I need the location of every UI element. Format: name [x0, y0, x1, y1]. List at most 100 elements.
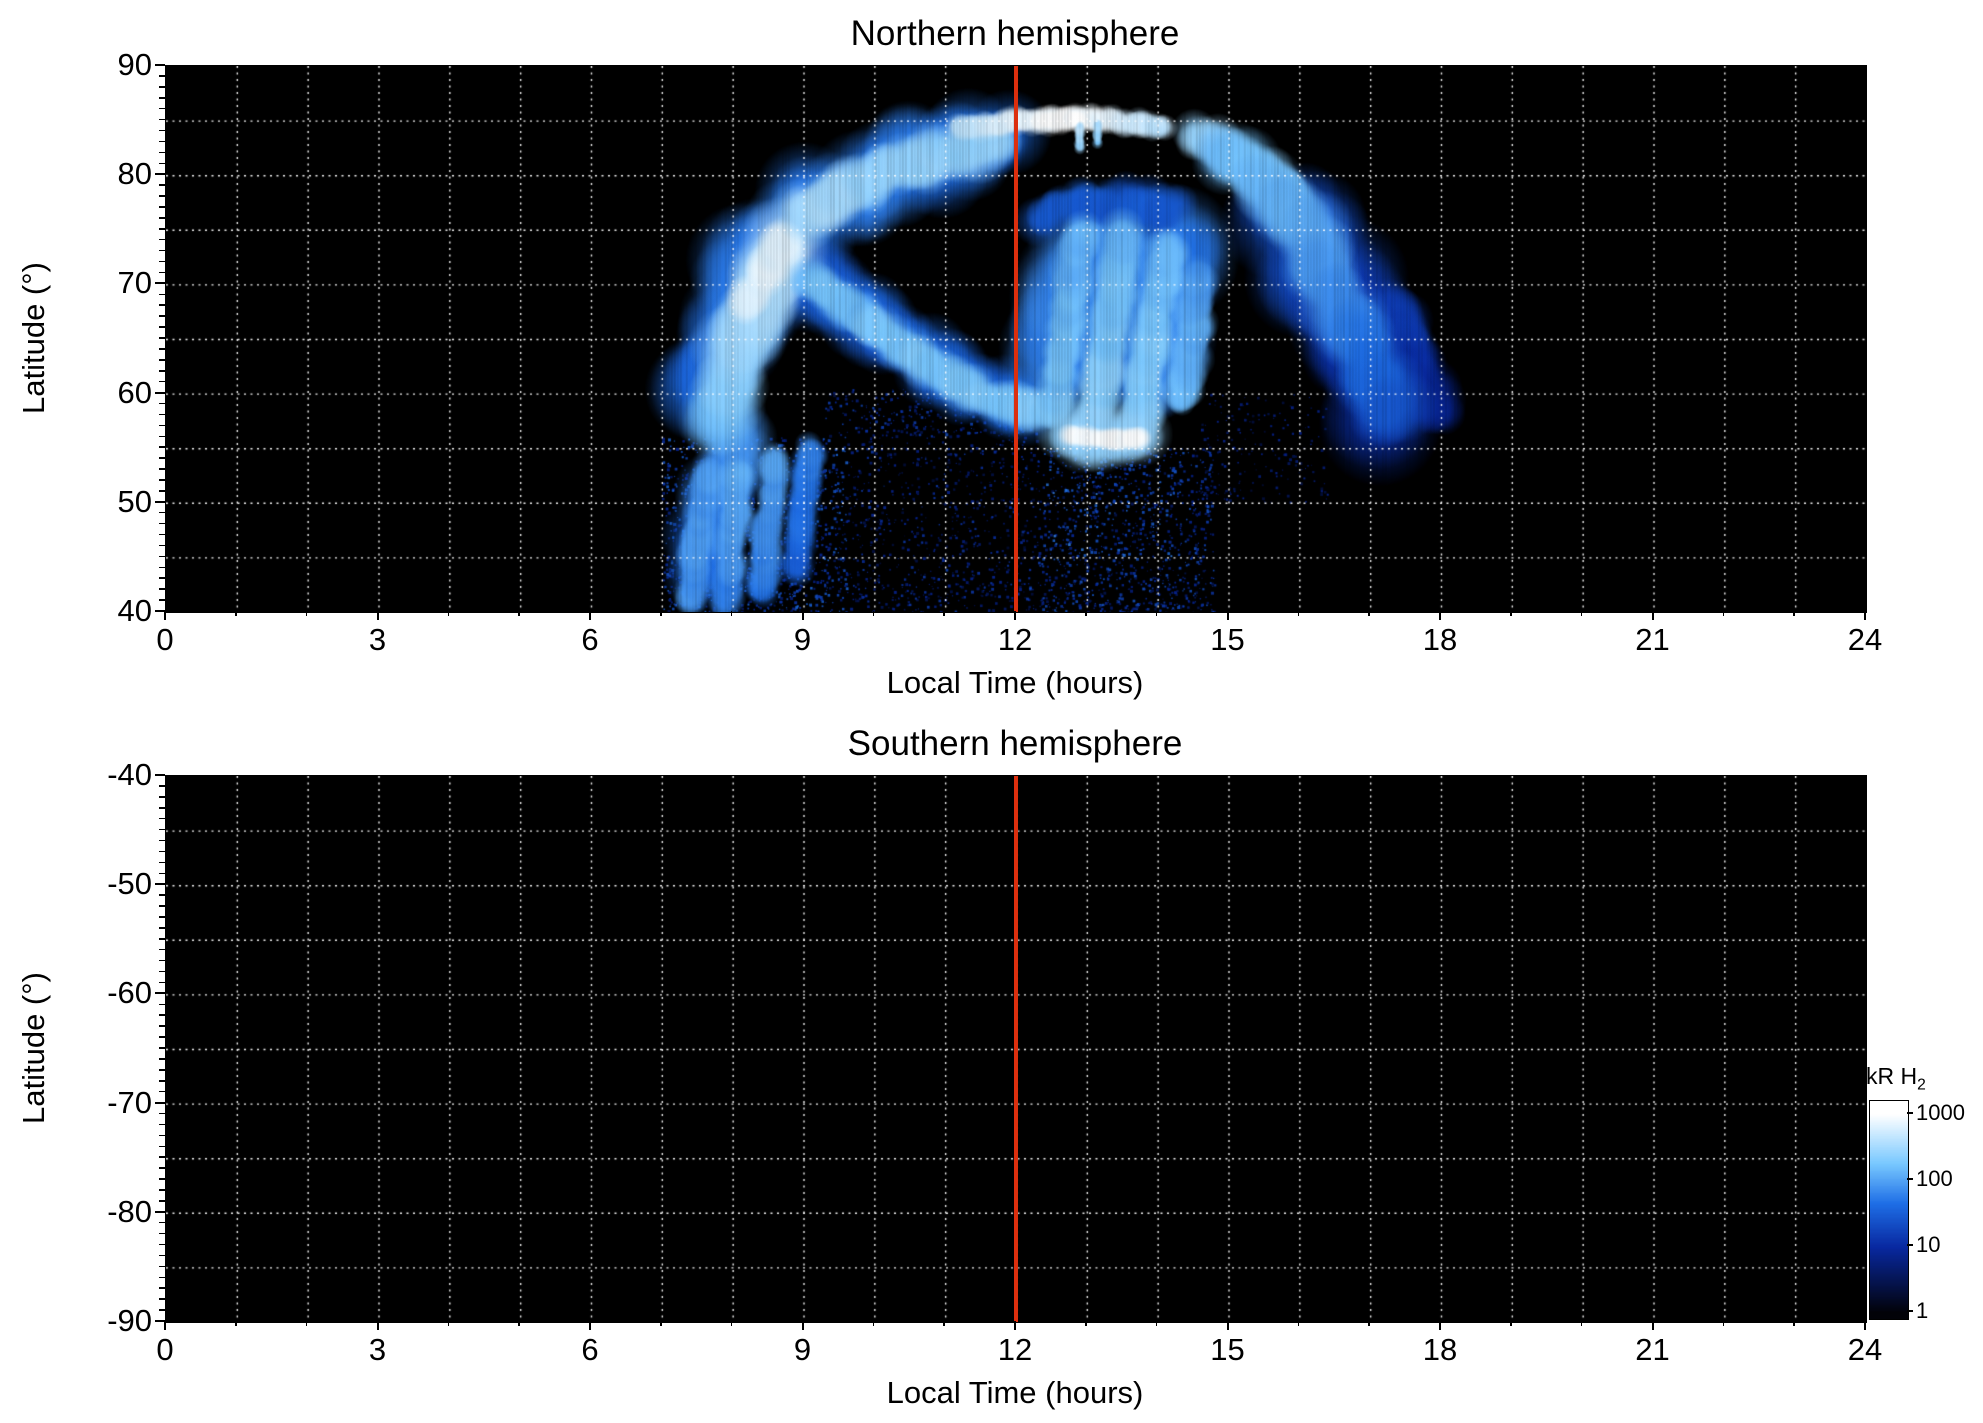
y-minor-tick-mark — [159, 457, 165, 459]
x-tick-label: 24 — [1847, 1332, 1883, 1367]
y-minor-tick-mark — [159, 533, 165, 536]
colorbar-label-main: kR H — [1866, 1063, 1918, 1089]
colorbar-label-sub: 2 — [1917, 1076, 1926, 1094]
x-minor-tick-mark — [305, 611, 308, 616]
x-tick-label: 3 — [368, 1332, 387, 1367]
x-tick-label: 21 — [1635, 622, 1670, 657]
y-minor-tick-mark — [159, 435, 165, 438]
x-minor-tick-mark — [660, 1321, 662, 1326]
y-minor-tick-mark — [159, 304, 165, 306]
y-tick-label: -70 — [107, 1084, 152, 1120]
x-tick-label: 3 — [368, 622, 387, 657]
x-tick-mark — [1014, 611, 1016, 620]
y-tick-mark — [155, 173, 165, 176]
x-tick-label: 0 — [156, 1332, 174, 1367]
y-minor-tick-mark — [159, 129, 165, 132]
y-minor-tick-mark — [159, 1025, 165, 1027]
y-minor-tick-mark — [159, 1243, 165, 1246]
x-tick-mark — [376, 611, 379, 620]
south-panel-title: Southern hemisphere — [847, 724, 1183, 763]
y-minor-tick-mark — [159, 861, 165, 864]
y-minor-tick-mark — [159, 796, 165, 798]
y-minor-tick-mark — [159, 293, 165, 296]
y-tick-label: 80 — [117, 156, 152, 192]
x-minor-tick-mark — [872, 1321, 875, 1326]
y-minor-tick-mark — [159, 118, 165, 121]
x-minor-tick-mark — [1368, 611, 1370, 616]
south-plot-area — [165, 775, 1867, 1323]
colorbar — [1869, 1100, 1909, 1320]
y-tick-mark — [155, 391, 165, 394]
y-minor-tick-mark — [159, 402, 165, 405]
x-minor-tick-mark — [1297, 611, 1300, 616]
x-minor-tick-mark — [235, 1321, 237, 1326]
y-minor-tick-mark — [159, 1200, 165, 1202]
y-minor-tick-mark — [159, 490, 165, 492]
y-tick-mark — [155, 64, 165, 66]
x-minor-tick-mark — [660, 611, 662, 616]
y-minor-tick-mark — [159, 195, 165, 197]
x-tick-label: 12 — [997, 1332, 1033, 1367]
y-minor-tick-mark — [159, 828, 165, 831]
y-minor-tick-mark — [159, 348, 165, 350]
y-minor-tick-mark — [159, 228, 165, 230]
y-minor-tick-mark — [159, 140, 165, 143]
y-minor-tick-mark — [159, 1232, 165, 1235]
x-tick-label: 6 — [581, 622, 599, 657]
y-minor-tick-mark — [159, 1112, 165, 1115]
y-minor-tick-mark — [159, 1254, 165, 1257]
x-minor-tick-mark — [1297, 1321, 1300, 1326]
y-minor-tick-mark — [159, 1276, 165, 1279]
x-tick-mark — [801, 1321, 804, 1330]
x-tick-label: 18 — [1422, 622, 1458, 657]
x-tick-label: 9 — [793, 1332, 812, 1367]
x-minor-tick-mark — [1580, 611, 1583, 616]
x-tick-mark — [1014, 1321, 1016, 1330]
y-minor-tick-mark — [159, 1090, 165, 1093]
colorbar-tick-mark — [1907, 1310, 1913, 1313]
x-minor-tick-mark — [1085, 611, 1087, 616]
y-minor-tick-mark — [159, 249, 165, 252]
y-tick-label: 40 — [117, 593, 152, 628]
y-minor-tick-mark — [159, 1047, 165, 1049]
x-minor-tick-mark — [447, 611, 450, 616]
y-minor-tick-mark — [159, 916, 165, 918]
y-minor-tick-mark — [159, 1123, 165, 1126]
x-tick-mark — [1651, 1321, 1654, 1330]
south-noon-marker-line — [1014, 776, 1018, 1322]
y-tick-mark — [155, 1210, 165, 1213]
x-tick-mark — [1439, 1321, 1441, 1330]
x-tick-mark — [1226, 1321, 1229, 1330]
y-minor-tick-mark — [159, 894, 165, 896]
x-minor-tick-mark — [447, 1321, 450, 1326]
y-minor-tick-mark — [159, 217, 165, 219]
y-minor-tick-mark — [159, 424, 165, 427]
y-minor-tick-mark — [159, 1014, 165, 1016]
x-minor-tick-mark — [518, 1321, 520, 1326]
x-minor-tick-mark — [1722, 611, 1725, 616]
y-tick-label: 70 — [117, 265, 152, 301]
y-minor-tick-mark — [159, 1058, 165, 1060]
colorbar-tick-label: 1000 — [1916, 1100, 1965, 1126]
x-tick-label: 18 — [1422, 1332, 1458, 1367]
x-minor-tick-mark — [1510, 611, 1512, 616]
y-tick-mark — [155, 1320, 165, 1322]
y-minor-tick-mark — [159, 479, 165, 481]
y-minor-tick-mark — [159, 359, 165, 361]
y-tick-mark — [155, 774, 165, 776]
x-tick-mark — [1439, 611, 1441, 620]
y-minor-tick-mark — [159, 948, 165, 951]
colorbar-tick-label: 10 — [1916, 1232, 1941, 1258]
colorbar-tick-mark — [1907, 1178, 1913, 1181]
y-minor-tick-mark — [159, 1178, 165, 1180]
y-minor-tick-mark — [159, 959, 165, 962]
x-tick-mark — [164, 1321, 166, 1330]
colorbar-label: kR H2 — [1866, 1062, 1926, 1100]
y-minor-tick-mark — [159, 184, 165, 186]
colorbar-tick-mark — [1907, 1112, 1913, 1115]
y-tick-label: 50 — [117, 483, 152, 519]
y-minor-tick-mark — [159, 326, 165, 328]
y-minor-tick-mark — [159, 927, 165, 929]
x-minor-tick-mark — [1085, 1321, 1087, 1326]
y-minor-tick-mark — [159, 97, 165, 99]
